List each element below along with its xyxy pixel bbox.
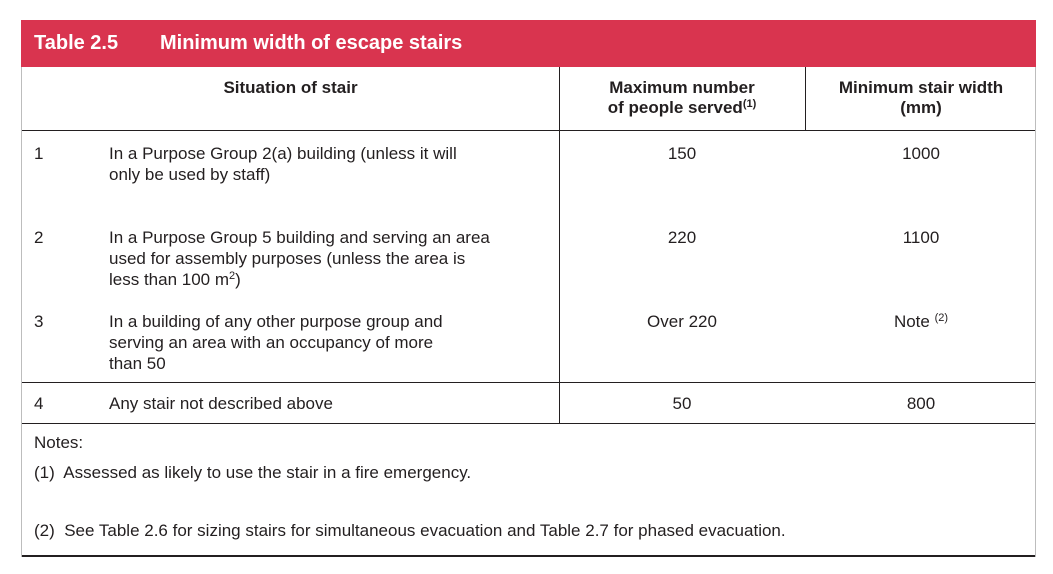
row-situation: Any stair not described above	[109, 394, 333, 413]
note-item: (1) Assessed as likely to use the stair …	[34, 463, 472, 482]
table-number: Table 2.5	[34, 32, 119, 54]
row-situation: In a Purpose Group 5 building and servin…	[109, 227, 494, 290]
row-divider	[559, 383, 560, 423]
table-row: 1 In a Purpose Group 2(a) building (unle…	[22, 131, 1035, 215]
row-min-width-text: Note	[893, 312, 930, 331]
row-situation-text: In a Purpose Group 5 building and servin…	[109, 228, 490, 289]
row-max-people: 220	[667, 228, 697, 247]
header-divider-2	[805, 67, 806, 130]
note-item: (2) See Table 2.6 for sizing stairs for …	[34, 521, 786, 540]
table-row: 3 In a building of any other purpose gro…	[22, 299, 1035, 383]
row-max-people: 50	[672, 394, 692, 413]
table-notes: Notes: (1) Assessed as likely to use the…	[22, 424, 1035, 557]
row-number: 4	[34, 394, 44, 413]
header-min-width: Minimum stair width (mm)	[805, 78, 1037, 118]
row-divider	[559, 215, 560, 299]
row-number: 2	[34, 228, 44, 247]
table-row: 4 Any stair not described above 50 800	[22, 383, 1035, 424]
table-grid: Situation of stair Maximum number of peo…	[21, 67, 1036, 557]
notes-heading: Notes:	[34, 433, 84, 452]
row-situation-end: )	[235, 270, 241, 289]
table-row: 2 In a Purpose Group 5 building and serv…	[22, 215, 1035, 299]
header-min-width-line2: (mm)	[900, 98, 942, 117]
row-number: 3	[34, 312, 44, 331]
row-min-width-note-ref: (2)	[934, 312, 949, 324]
header-max-people: Maximum number of people served(1)	[559, 78, 805, 118]
row-number: 1	[34, 144, 44, 163]
row-situation-sup: 2	[229, 270, 236, 282]
row-max-people: 150	[667, 144, 697, 163]
row-min-width: Note (2)	[805, 311, 1037, 332]
escape-stairs-table: Table 2.5 Minimum width of escape stairs…	[21, 20, 1036, 557]
table-title-bar: Table 2.5 Minimum width of escape stairs	[21, 20, 1036, 67]
row-max-people: Over 220	[647, 312, 717, 331]
row-divider	[559, 131, 560, 215]
table-header-row: Situation of stair Maximum number of peo…	[22, 67, 1035, 131]
row-situation: In a Purpose Group 2(a) building (unless…	[109, 144, 457, 184]
header-max-people-text: Maximum number of people served	[607, 78, 755, 117]
row-min-width: 800	[906, 394, 936, 413]
header-divider-1	[559, 67, 560, 130]
header-min-width-line1: Minimum stair width	[838, 78, 1004, 97]
row-min-width: 1100	[902, 228, 940, 247]
row-situation: In a building of any other purpose group…	[109, 312, 443, 373]
row-divider	[559, 299, 560, 382]
row-min-width: 1000	[902, 144, 940, 163]
table-title: Minimum width of escape stairs	[160, 32, 463, 54]
header-max-people-note-ref: (1)	[742, 98, 757, 110]
header-situation: Situation of stair	[223, 78, 358, 97]
